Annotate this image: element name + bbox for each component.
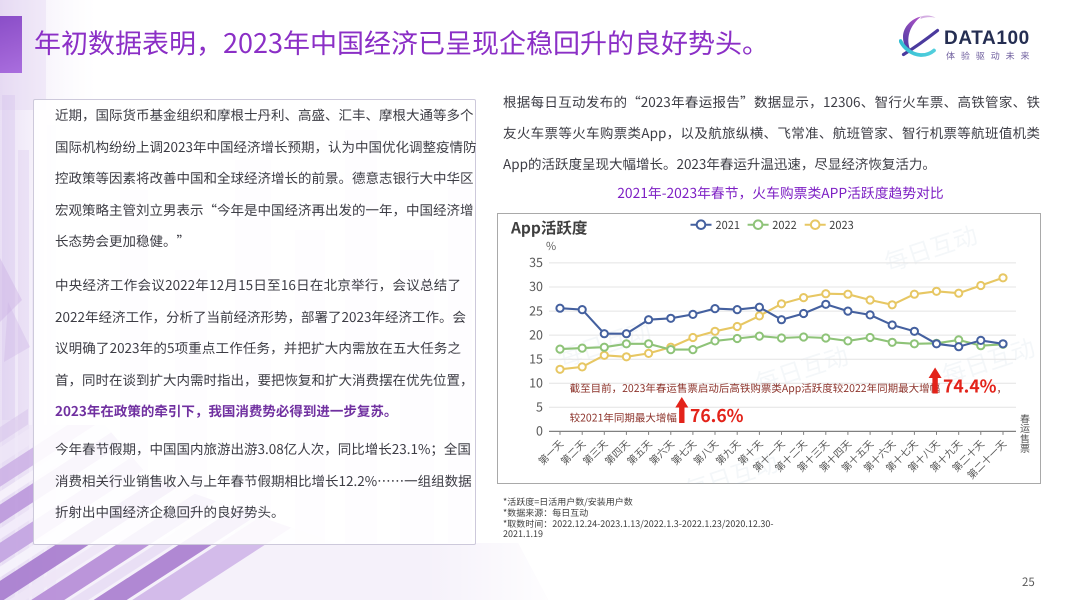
svg-text:2022: 2022 <box>772 217 796 233</box>
svg-text:较2021年同期最大增幅: 较2021年同期最大增幅 <box>570 410 677 425</box>
svg-text:25: 25 <box>529 300 543 319</box>
svg-text:15: 15 <box>529 348 543 367</box>
svg-text:截至目前，2023年春运售票启动后高铁购票类App活跃度较2: 截至目前，2023年春运售票启动后高铁购票类App活跃度较2022年同期最大增幅 <box>570 381 941 396</box>
svg-text:20: 20 <box>529 324 543 343</box>
svg-text:2021: 2021 <box>716 217 740 233</box>
svg-text:30: 30 <box>529 276 543 295</box>
svg-text:App活跃度: App活跃度 <box>510 217 588 239</box>
svg-text:5: 5 <box>536 397 543 416</box>
svg-text:2023: 2023 <box>829 217 853 233</box>
svg-text:10: 10 <box>529 373 543 392</box>
svg-text:35: 35 <box>529 252 543 271</box>
svg-text:74.4%，: 74.4%， <box>943 374 1007 399</box>
svg-text:%: % <box>546 238 556 254</box>
svg-text:春运售票: 春运售票 <box>1018 413 1033 453</box>
svg-text:0: 0 <box>536 421 543 440</box>
svg-text:76.6%: 76.6% <box>690 403 744 428</box>
